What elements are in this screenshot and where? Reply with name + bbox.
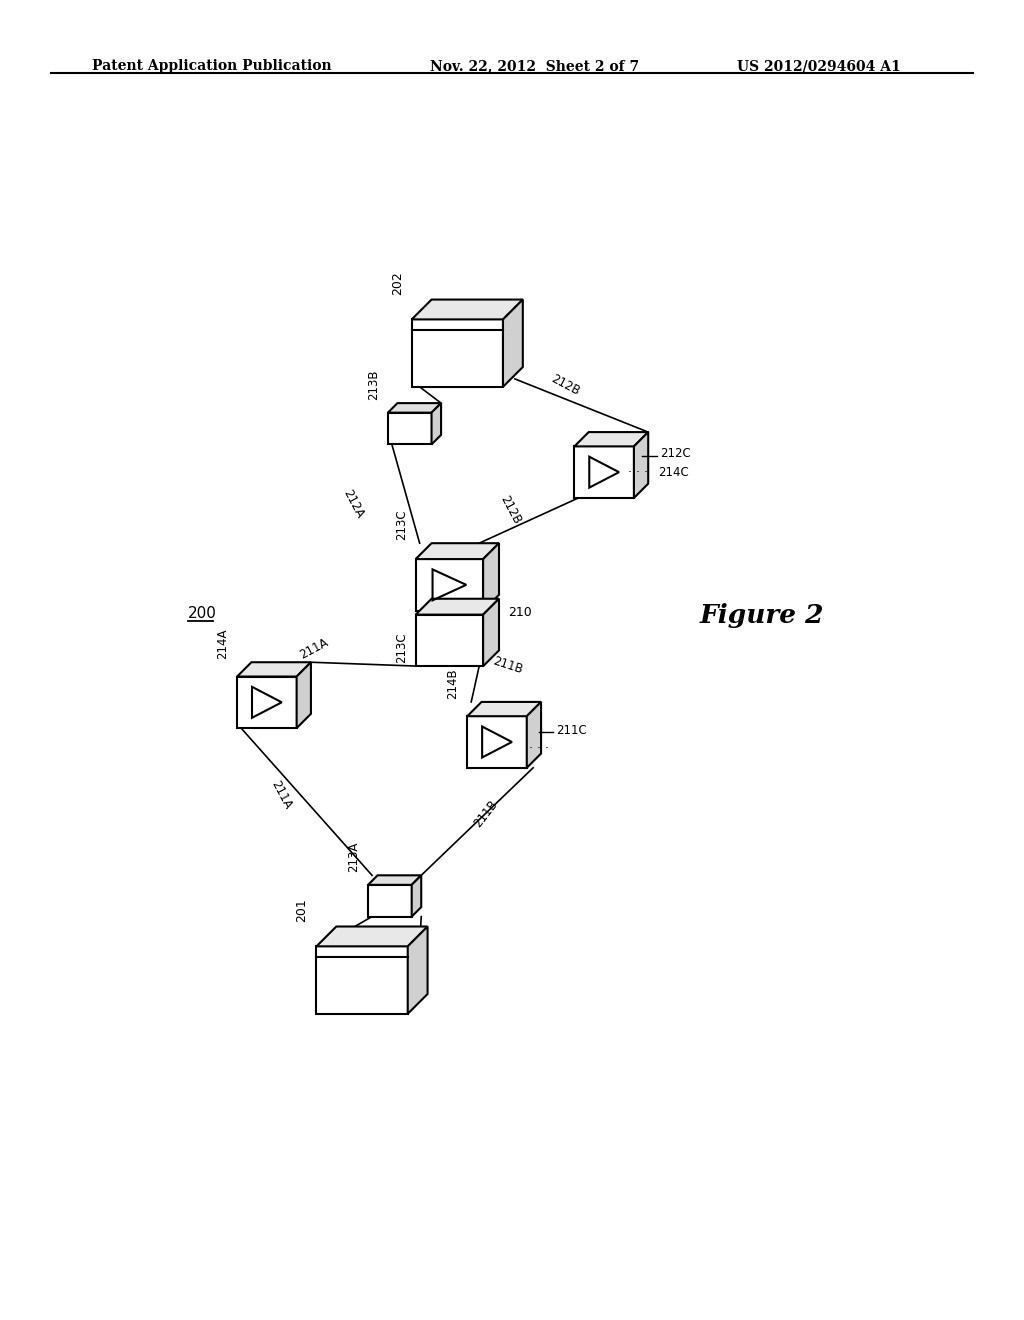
Bar [416, 560, 483, 611]
Polygon shape [526, 702, 541, 768]
Bar [416, 615, 483, 667]
Text: 211B: 211B [471, 797, 500, 829]
Text: 213C: 213C [394, 510, 408, 540]
Polygon shape [412, 300, 523, 319]
Polygon shape [503, 300, 523, 387]
Text: 212B: 212B [549, 372, 582, 399]
Text: 212C: 212C [659, 447, 690, 461]
Text: 211B: 211B [492, 655, 524, 676]
Polygon shape [388, 403, 441, 413]
Text: 214C: 214C [657, 466, 688, 479]
Text: 211A: 211A [297, 635, 331, 661]
Bar [574, 446, 634, 498]
Bar [467, 717, 526, 768]
Polygon shape [412, 875, 421, 916]
Bar [412, 319, 503, 387]
Text: 213A: 213A [347, 842, 360, 873]
Text: 202: 202 [391, 271, 403, 294]
Polygon shape [408, 927, 428, 1014]
Bar [238, 677, 297, 729]
Polygon shape [238, 663, 311, 677]
Text: Figure 2: Figure 2 [699, 602, 824, 627]
Polygon shape [297, 663, 311, 729]
Bar [388, 413, 431, 445]
Polygon shape [574, 432, 648, 446]
Text: 212A: 212A [340, 487, 367, 520]
Text: 201: 201 [296, 898, 308, 921]
Text: Nov. 22, 2012  Sheet 2 of 7: Nov. 22, 2012 Sheet 2 of 7 [430, 59, 639, 74]
Text: 213C: 213C [394, 632, 408, 663]
Text: 210: 210 [509, 606, 532, 619]
Polygon shape [634, 432, 648, 498]
Text: 214B: 214B [446, 668, 460, 698]
Text: . . .: . . . [628, 462, 648, 475]
Text: 211A: 211A [269, 779, 295, 812]
Text: . . .: . . . [528, 738, 549, 751]
Polygon shape [483, 544, 499, 611]
Text: US 2012/0294604 A1: US 2012/0294604 A1 [737, 59, 901, 74]
Polygon shape [483, 599, 499, 667]
Text: 213B: 213B [367, 370, 380, 400]
Polygon shape [316, 927, 428, 946]
Bar [368, 884, 412, 916]
Polygon shape [467, 702, 541, 717]
Bar [316, 946, 408, 1014]
Polygon shape [431, 403, 441, 445]
Text: Patent Application Publication: Patent Application Publication [92, 59, 332, 74]
Polygon shape [368, 875, 421, 884]
Text: 212B: 212B [498, 492, 523, 527]
Text: 200: 200 [187, 606, 216, 620]
Polygon shape [416, 599, 499, 615]
Text: 214A: 214A [216, 628, 229, 659]
Polygon shape [416, 544, 499, 560]
Text: 211C: 211C [557, 723, 588, 737]
